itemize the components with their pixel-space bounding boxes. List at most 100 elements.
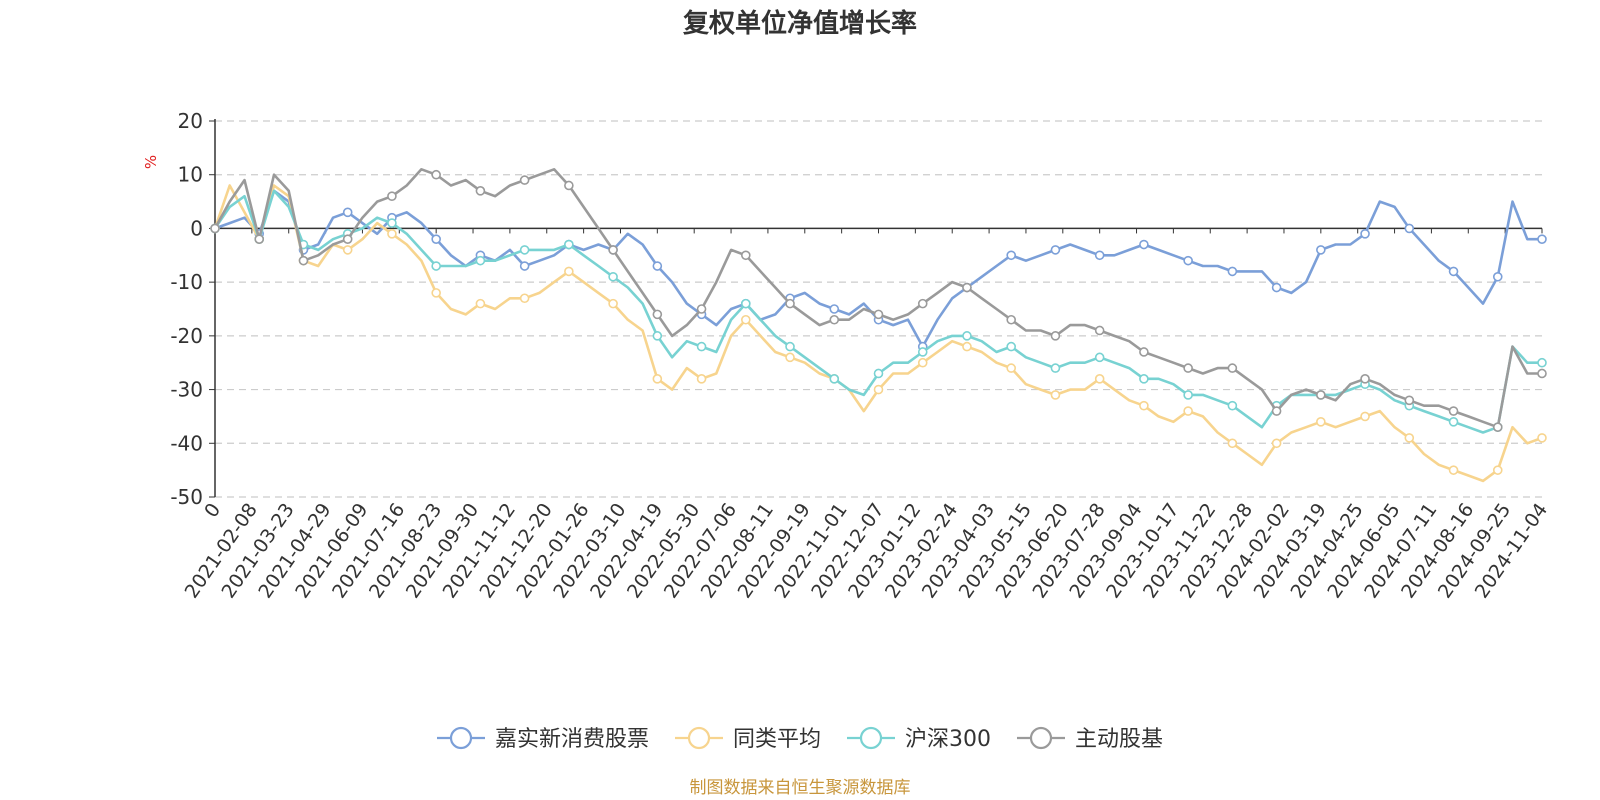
legend-label: 主动股基 xyxy=(1075,727,1163,752)
data-point xyxy=(608,245,618,255)
data-point xyxy=(1360,374,1370,384)
data-point xyxy=(431,261,441,271)
data-point xyxy=(696,374,707,384)
data-point xyxy=(1537,368,1547,379)
data-point xyxy=(652,309,663,320)
data-point xyxy=(917,298,928,309)
data-point xyxy=(829,314,840,325)
legend-marker xyxy=(1029,726,1053,750)
y-tick-label: -20 xyxy=(170,324,203,348)
data-point xyxy=(1537,234,1547,244)
data-point xyxy=(387,218,397,228)
data-point xyxy=(1360,411,1370,422)
data-point xyxy=(608,298,618,309)
data-point xyxy=(1183,406,1193,416)
data-point xyxy=(519,293,530,304)
data-point xyxy=(1492,422,1503,432)
data-point xyxy=(1404,395,1415,406)
data-point xyxy=(829,374,840,384)
data-point xyxy=(519,245,530,255)
data-point xyxy=(1139,400,1149,411)
data-point xyxy=(1006,363,1017,373)
data-point xyxy=(696,341,707,352)
legend[interactable]: 嘉实新消费股票 同类平均 沪深300 主动股基 xyxy=(437,726,1163,752)
data-point xyxy=(342,245,353,255)
x-tick-label: 0 xyxy=(200,499,225,522)
data-point xyxy=(1227,266,1238,277)
data-point xyxy=(387,191,397,201)
data-point xyxy=(829,304,840,314)
data-point xyxy=(1316,416,1326,427)
data-point xyxy=(873,309,884,320)
data-point xyxy=(1139,347,1149,357)
data-point xyxy=(1537,433,1547,443)
data-point xyxy=(1448,416,1459,427)
legend-label: 同类平均 xyxy=(733,727,821,752)
y-tick-label: 10 xyxy=(178,163,203,187)
y-tick-label: -30 xyxy=(170,378,203,402)
data-point xyxy=(1183,363,1193,373)
data-point xyxy=(1050,245,1061,255)
data-point xyxy=(1448,465,1459,475)
data-point xyxy=(1227,400,1238,411)
data-point xyxy=(962,341,972,352)
data-point xyxy=(1006,250,1017,261)
data-point xyxy=(740,250,751,261)
data-point xyxy=(1094,352,1105,363)
data-point xyxy=(475,186,486,196)
series-0 xyxy=(210,189,1547,352)
data-point xyxy=(1139,374,1149,384)
data-point xyxy=(1448,266,1459,277)
legend-item-2[interactable]: 沪深300 xyxy=(847,726,991,752)
data-point xyxy=(1050,331,1061,341)
data-point xyxy=(652,374,663,384)
data-point xyxy=(298,255,309,266)
data-point xyxy=(1050,390,1061,400)
data-point xyxy=(1139,239,1149,250)
legend-item-3[interactable]: 主动股基 xyxy=(1016,726,1163,752)
data-point xyxy=(1094,325,1105,336)
data-point xyxy=(1227,363,1238,373)
data-point xyxy=(917,347,928,357)
data-point xyxy=(873,384,884,395)
data-point xyxy=(431,234,441,244)
data-point xyxy=(608,271,618,282)
data-point xyxy=(962,331,972,341)
legend-item-0[interactable]: 嘉实新消费股票 xyxy=(437,726,649,752)
data-point xyxy=(962,282,972,293)
data-point xyxy=(1537,357,1547,368)
data-point xyxy=(1492,271,1503,282)
data-point xyxy=(1183,390,1193,400)
data-point xyxy=(1050,363,1061,373)
chart-title: 复权单位净值增长率 xyxy=(683,8,917,39)
data-point xyxy=(785,352,795,363)
data-point xyxy=(740,298,751,309)
data-point xyxy=(740,314,751,325)
data-point xyxy=(1006,314,1017,325)
x-axis-ticks: 02021-02-082021-03-232021-04-292021-06-0… xyxy=(181,228,1552,602)
data-point xyxy=(785,298,795,309)
data-point xyxy=(387,229,397,239)
y-axis-ticks: 20 10 0 -10 -20 -30 -40 -50 xyxy=(170,109,215,509)
data-point xyxy=(210,223,220,234)
data-point xyxy=(1492,465,1503,475)
data-point xyxy=(917,357,928,368)
data-source-note: 制图数据来自恒生聚源数据库 xyxy=(690,778,911,798)
legend-label: 沪深300 xyxy=(905,727,991,752)
data-point xyxy=(1094,250,1105,261)
data-point xyxy=(475,255,486,266)
series-lines xyxy=(210,168,1547,483)
y-axis-unit: % xyxy=(142,155,160,169)
data-point xyxy=(652,261,663,271)
data-point xyxy=(1094,374,1105,384)
data-point xyxy=(564,266,574,277)
data-point xyxy=(564,180,574,191)
data-point xyxy=(564,239,574,250)
data-point xyxy=(1271,282,1282,293)
legend-item-1[interactable]: 同类平均 xyxy=(675,726,821,752)
data-point xyxy=(519,175,530,185)
data-point xyxy=(1404,223,1415,234)
data-point xyxy=(1404,433,1415,443)
y-tick-label: -10 xyxy=(170,270,203,294)
data-point xyxy=(1006,341,1017,352)
